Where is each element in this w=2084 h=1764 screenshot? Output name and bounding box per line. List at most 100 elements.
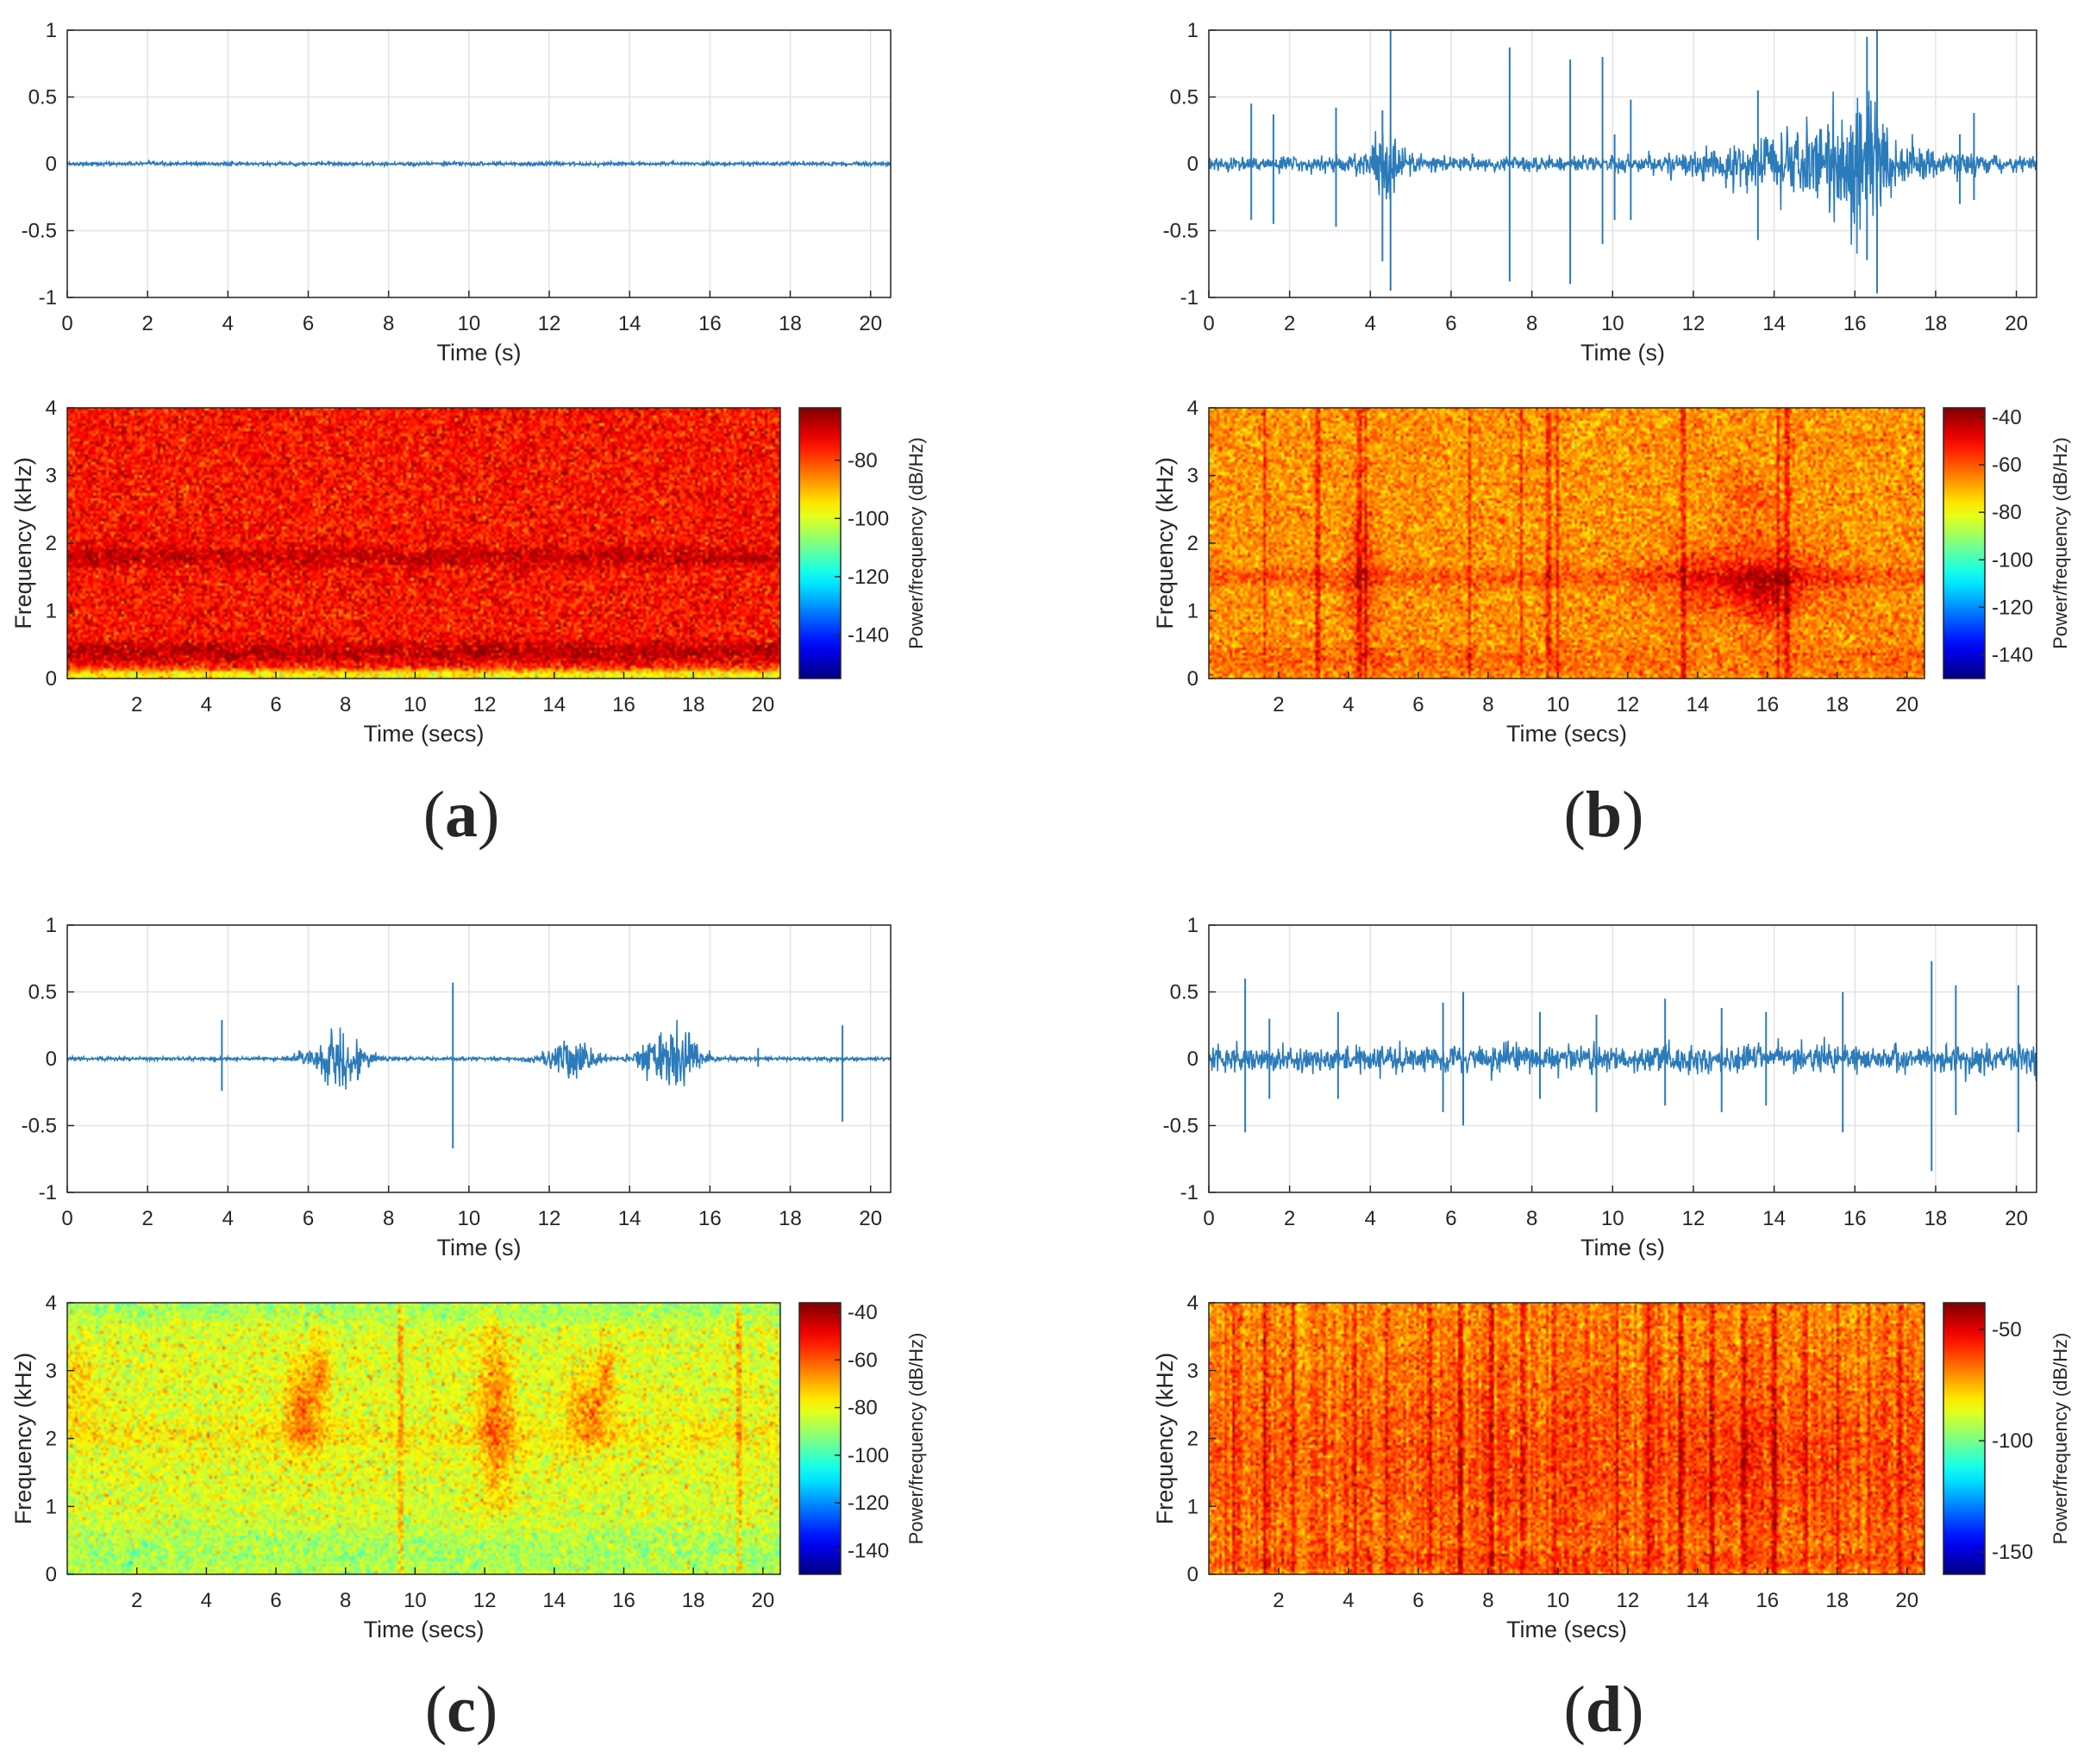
panel-label-close-paren: ) <box>1622 1673 1643 1746</box>
waveform-ytick-label: -1 <box>39 1181 57 1204</box>
spectrogram-ytick-label: 0 <box>1187 667 1198 691</box>
panel-label: (d) <box>1564 1673 1644 1746</box>
spectrogram-xtick-label: 14 <box>542 693 566 716</box>
waveform-xtick-label: 8 <box>1526 312 1537 335</box>
panel-label-close-paren: ) <box>478 779 499 851</box>
waveform-series-line <box>66 159 892 169</box>
spectrogram-ytick-label: 1 <box>46 1495 57 1518</box>
colorbar: -40 -60 -80 -100 -120 -140 Power/frequency (dB… <box>1943 406 2071 679</box>
waveform-xtick-label: 16 <box>1843 1207 1867 1230</box>
waveform-xlabel: Time (s) <box>1580 1235 1665 1260</box>
waveform-xtick-label: 0 <box>1203 1207 1214 1230</box>
spectrogram-xtick-label: 10 <box>1547 1589 1570 1612</box>
waveform-xtick-label: 18 <box>1924 1207 1948 1230</box>
panel-label-letter: b <box>1586 779 1622 851</box>
spectrogram-ylabel: Frequency (kHz) <box>1152 1353 1178 1525</box>
spectrogram-xtick-label: 2 <box>131 1589 142 1612</box>
panel-label-close-paren: ) <box>476 1673 498 1746</box>
waveform-xtick-label: 10 <box>1601 1207 1624 1230</box>
spectrogram-xtick-label: 12 <box>473 693 497 716</box>
waveform-xtick-label: 18 <box>779 312 802 335</box>
spectrogram-xlabel: Time (secs) <box>1506 721 1627 747</box>
waveform-axes: 0 2 4 6 8 10 12 14 16 18 20 1 0.5 0 -0.5 -1 Time (s) <box>1163 914 2037 1260</box>
waveform-xtick-label: 4 <box>1365 312 1376 335</box>
waveform-xtick-label: 18 <box>1924 312 1948 335</box>
waveform-xtick-label: 20 <box>2005 312 2028 335</box>
colorbar-tick-label: -80 <box>848 449 878 472</box>
waveform-ytick-label: 0.5 <box>1170 981 1198 1004</box>
spectrogram-ytick-label: 4 <box>1187 1292 1198 1315</box>
colorbar-tick-label: -140 <box>848 1539 889 1562</box>
waveform-ytick-label: -1 <box>39 286 57 310</box>
colorbar-bar <box>1943 407 1986 679</box>
waveform-xtick-label: 16 <box>1843 312 1867 335</box>
panel-label: (a) <box>423 779 500 851</box>
waveform-ytick-label: 1 <box>46 914 57 937</box>
colorbar-label: Power/frequency (dB/Hz) <box>905 1333 927 1545</box>
spectrogram-xlabel: Time (secs) <box>364 1617 485 1642</box>
spectrogram-ytick-label: 2 <box>1187 1428 1198 1451</box>
spectrogram-xtick-label: 2 <box>1273 1589 1284 1612</box>
spectrogram-xtick-label: 4 <box>201 1589 212 1612</box>
spectrogram-ytick-label: 3 <box>1187 465 1198 488</box>
spectrogram-ytick-label: 1 <box>1187 1495 1198 1518</box>
waveform-axes: 0 2 4 6 8 10 12 14 16 18 20 1 0.5 0 -0.5 -1 Time (s) <box>1163 19 2037 366</box>
spectrogram-xtick-label: 18 <box>682 1589 705 1612</box>
spectrogram-ytick-label: 3 <box>1187 1360 1198 1383</box>
waveform-xlabel: Time (s) <box>437 340 522 366</box>
spectrogram-ylabel: Frequency (kHz) <box>1152 457 1178 629</box>
waveform-series-line <box>1208 91 2037 254</box>
spectrogram-ytick-label: 3 <box>46 1360 57 1383</box>
panel-label: (b) <box>1564 779 1644 851</box>
spectrogram-axes-box <box>66 1302 781 1575</box>
waveform-xtick-label: 2 <box>1284 312 1295 335</box>
waveform-axes: 0 2 4 6 8 10 12 14 16 18 20 1 0.5 0 -0.5 -1 Time (s) <box>22 914 892 1260</box>
panel-label-close-paren: ) <box>1622 779 1643 851</box>
spectrogram-xtick-label: 8 <box>340 693 351 716</box>
spectrogram-xtick-label: 18 <box>1825 693 1849 716</box>
waveform-xlabel: Time (s) <box>437 1235 522 1260</box>
colorbar-tick-label: -50 <box>1992 1318 2022 1342</box>
waveform-xtick-label: 12 <box>1682 312 1705 335</box>
colorbar-tick-label: -80 <box>1992 501 2022 524</box>
spectrogram-ytick-label: 2 <box>46 1428 57 1451</box>
colorbar-tick-label: -40 <box>848 1301 878 1324</box>
spectrogram-xlabel: Time (secs) <box>1506 1617 1627 1642</box>
colorbar-tick-label: -100 <box>848 507 889 530</box>
colorbar-tick-label: -140 <box>848 623 889 647</box>
waveform-xtick-label: 6 <box>303 1207 314 1230</box>
waveform-xtick-label: 4 <box>1365 1207 1376 1230</box>
waveform-xtick-label: 12 <box>538 1207 561 1230</box>
waveform-ytick-label: 0 <box>1187 1048 1198 1071</box>
colorbar-tick-label: -120 <box>848 1492 889 1515</box>
waveform-xtick-label: 10 <box>1601 312 1624 335</box>
waveform-xtick-label: 20 <box>2005 1207 2028 1230</box>
spectrogram-xtick-label: 10 <box>404 693 427 716</box>
spectrogram-xtick-label: 10 <box>1547 693 1570 716</box>
colorbar-tick-label: -120 <box>1992 596 2033 619</box>
spectrogram-xtick-label: 14 <box>1686 693 1709 716</box>
spectrogram-xtick-label: 8 <box>340 1589 351 1612</box>
spectrogram-xtick-label: 6 <box>1412 693 1424 716</box>
waveform-xtick-label: 2 <box>141 1207 153 1230</box>
colorbar-tick-label: -60 <box>1992 454 2022 477</box>
spectrogram-xtick-label: 8 <box>1482 693 1493 716</box>
waveform-xtick-label: 20 <box>859 312 882 335</box>
colorbar-tick-label: -80 <box>848 1397 878 1420</box>
spectrogram-xtick-label: 20 <box>1895 1589 1918 1612</box>
spectrogram-ylabel: Frequency (kHz) <box>10 457 36 629</box>
spectrogram-xlabel: Time (secs) <box>364 721 485 747</box>
panel-label-open-paren: ( <box>1564 779 1586 851</box>
waveform-xtick-label: 12 <box>538 312 561 335</box>
spectrogram-xtick-label: 14 <box>542 1589 566 1612</box>
spectrogram-xtick-label: 6 <box>270 1589 281 1612</box>
spectrogram-xtick-label: 8 <box>1482 1589 1493 1612</box>
